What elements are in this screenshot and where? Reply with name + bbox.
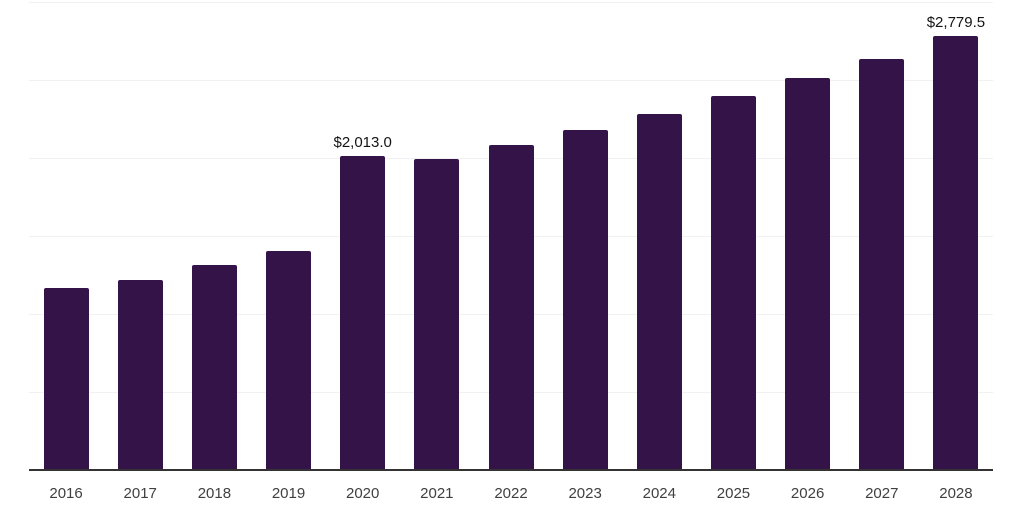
x-tick-label-2024: 2024 — [642, 485, 676, 502]
x-tick-label-2019: 2019 — [271, 485, 306, 502]
x-axis-line — [29, 469, 993, 471]
x-tick-label-2022: 2022 — [494, 485, 528, 502]
x-tick-label-2025: 2025 — [716, 485, 751, 502]
bar-2027 — [859, 58, 905, 470]
bar-2024 — [636, 114, 682, 470]
bar-2028 — [933, 36, 979, 470]
bar-2023 — [562, 130, 608, 470]
x-tick-label-2023: 2023 — [568, 485, 602, 502]
bar-2022 — [488, 144, 534, 470]
bar-2017 — [117, 279, 163, 470]
x-tick-label-2017: 2017 — [123, 485, 157, 502]
plot-area: 2016 2017 2018 2019 2020 2021 2022 2023 2024 2025… — [29, 0, 993, 512]
bar-2025 — [710, 96, 756, 470]
bar-2026 — [785, 78, 831, 470]
x-tick-label-2027: 2027 — [865, 485, 899, 502]
x-tick-label-2018: 2018 — [197, 485, 232, 502]
gridline — [29, 80, 993, 81]
x-tick-label-2026: 2026 — [790, 485, 825, 502]
bar-2021 — [414, 159, 460, 470]
x-tick-label-2021: 2021 — [420, 485, 454, 502]
gridline — [29, 2, 993, 3]
bar-2019 — [266, 250, 312, 470]
bar-2020 — [340, 155, 386, 470]
x-tick-label-2020: 2020 — [346, 485, 380, 502]
bar-2018 — [191, 264, 237, 470]
x-tick-label-2016: 2016 — [49, 485, 83, 502]
bar-2016 — [43, 287, 89, 470]
value-label-2020: $2,013.0 — [333, 133, 392, 151]
x-tick-label-2028: 2028 — [939, 485, 973, 502]
value-label-2028: $2,779.5 — [926, 14, 986, 32]
